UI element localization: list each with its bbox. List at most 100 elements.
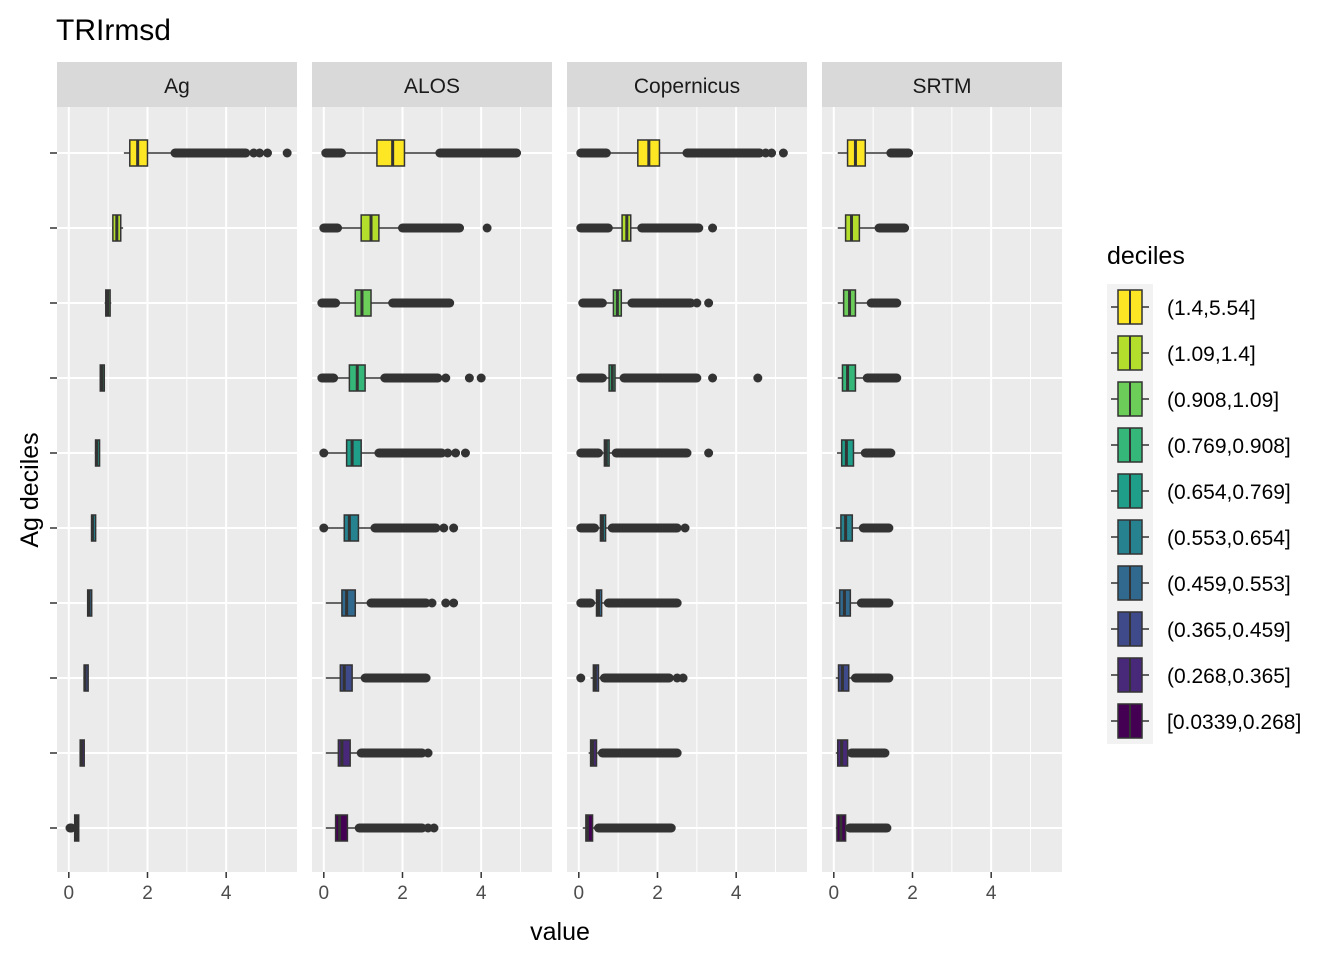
x-tick-label: 0 xyxy=(319,883,330,904)
box-copernicus-6 xyxy=(576,514,690,542)
chart-title: TRIrmsd xyxy=(56,14,171,47)
box-alos-4 xyxy=(317,364,486,392)
outlier-point xyxy=(423,748,433,758)
legend-label: [0.0339,0.268] xyxy=(1167,711,1301,734)
facet-alos: ALOS 0 2 4 xyxy=(312,62,552,904)
x-tick-label: 4 xyxy=(731,883,742,904)
outlier-point xyxy=(443,448,453,458)
box-alos-8 xyxy=(325,664,431,692)
outlier-run xyxy=(619,373,702,383)
box-srtm-7 xyxy=(835,589,894,617)
x-tick-label: 4 xyxy=(476,883,487,904)
legend-item: (0.459,0.553] xyxy=(1107,560,1291,606)
outlier-point xyxy=(704,298,714,308)
box-iqr xyxy=(339,664,353,692)
outlier-run xyxy=(603,598,682,608)
box-copernicus-5 xyxy=(576,439,714,467)
x-tick-label: 4 xyxy=(221,883,232,904)
outlier-run xyxy=(317,298,341,308)
outlier-run xyxy=(856,598,894,608)
outlier-run xyxy=(576,148,611,158)
box-alos-10 xyxy=(325,814,439,842)
legend-label: (0.769,0.908] xyxy=(1167,435,1291,458)
outlier-run xyxy=(845,823,892,833)
panel-background xyxy=(57,107,297,872)
box-srtm-8 xyxy=(835,664,894,692)
outlier-run xyxy=(862,373,902,383)
box-ag-7 xyxy=(86,589,93,617)
outlier-point xyxy=(576,673,586,683)
outlier-run xyxy=(637,223,704,233)
facet-strip-label: Copernicus xyxy=(634,75,740,98)
outlier-run xyxy=(578,298,607,308)
box-srtm-1 xyxy=(837,139,914,167)
x-tick-label: 2 xyxy=(142,883,153,904)
box-ag-4 xyxy=(99,364,106,392)
outlier-run xyxy=(860,448,896,458)
box-ag-10 xyxy=(65,814,80,842)
panel-background xyxy=(312,107,552,872)
outlier-run xyxy=(576,598,596,608)
legend-title: deciles xyxy=(1107,242,1185,270)
outlier-point xyxy=(449,598,459,608)
outlier-point xyxy=(460,448,470,458)
box-ag-8 xyxy=(83,664,89,692)
box-iqr xyxy=(337,739,351,767)
outlier-point xyxy=(427,598,437,608)
outlier-point xyxy=(678,673,688,683)
outlier-run xyxy=(627,298,696,308)
panel-background xyxy=(567,107,807,872)
legend-label: (1.4,5.54] xyxy=(1167,297,1256,320)
box-srtm-3 xyxy=(837,289,902,317)
outlier-run xyxy=(576,448,603,458)
outlier-run xyxy=(354,823,427,833)
outlier-point xyxy=(429,823,439,833)
outlier-run xyxy=(397,223,465,233)
legend-label: (0.459,0.553] xyxy=(1167,573,1291,596)
outlier-run xyxy=(597,748,682,758)
legend-item: (1.4,5.54] xyxy=(1107,284,1256,330)
x-tick-label: 4 xyxy=(986,883,997,904)
outlier-run xyxy=(435,148,522,158)
box-copernicus-4 xyxy=(576,364,763,392)
outlier-run xyxy=(576,223,613,233)
box-alos-3 xyxy=(317,289,455,317)
outlier-run xyxy=(576,373,607,383)
x-tick-label: 0 xyxy=(64,883,75,904)
legend-item: (0.268,0.365] xyxy=(1107,652,1291,698)
box-alos-6 xyxy=(319,514,459,542)
box-alos-5 xyxy=(319,439,470,467)
legend-label: (0.553,0.654] xyxy=(1167,527,1291,550)
box-srtm-2 xyxy=(837,214,910,242)
outlier-run xyxy=(321,148,347,158)
box-copernicus-7 xyxy=(576,589,682,617)
box-srtm-10 xyxy=(835,814,892,842)
x-axis-title: value xyxy=(530,918,590,946)
outlier-point xyxy=(753,373,763,383)
outlier-point xyxy=(680,523,690,533)
outlier-point xyxy=(708,223,718,233)
box-copernicus-8 xyxy=(576,664,688,692)
box-iqr xyxy=(345,439,362,467)
outlier-point xyxy=(282,148,292,158)
outlier-run xyxy=(874,223,910,233)
outlier-run xyxy=(850,673,894,683)
box-iqr xyxy=(585,814,594,842)
box-srtm-4 xyxy=(837,364,902,392)
outlier-run xyxy=(317,373,339,383)
legend-label: (0.654,0.769] xyxy=(1167,481,1291,504)
outlier-point xyxy=(441,373,451,383)
box-iqr xyxy=(343,514,360,542)
box-srtm-5 xyxy=(836,439,896,467)
legend-item: (0.908,1.09] xyxy=(1107,376,1279,422)
outlier-point xyxy=(692,298,702,308)
legend-item: (0.365,0.459] xyxy=(1107,606,1291,652)
legend: deciles (1.4,5.54] (1.09,1.4] (0.908,1.09]… xyxy=(1107,242,1301,744)
box-ag-1 xyxy=(123,139,292,167)
facet-strip xyxy=(57,62,297,107)
legend-items: (1.4,5.54] (1.09,1.4] (0.908,1.09] (0.769,0… xyxy=(1107,284,1301,744)
outlier-point xyxy=(449,523,459,533)
outlier-run xyxy=(360,673,431,683)
legend-item: (1.09,1.4] xyxy=(1107,330,1256,376)
outlier-point xyxy=(262,148,272,158)
